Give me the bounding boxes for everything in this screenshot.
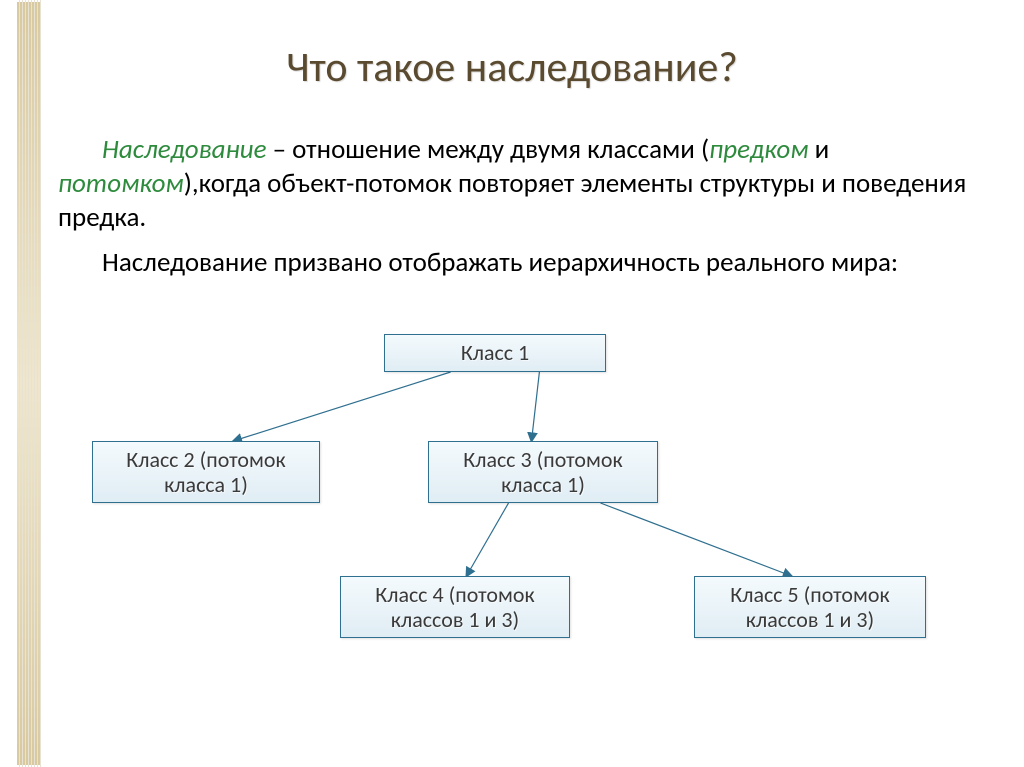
inheritance-tree: Класс 1 Класс 2 (потомок класса 1) Класс 3… — [0, 0, 1024, 767]
decor-rail-right — [29, 0, 41, 767]
slide-title: Что такое наследование? — [0, 42, 1024, 93]
text: Наследование призвано отображать иерархи… — [102, 246, 898, 279]
text: ),когда объект-потомок повторяет элемент… — [58, 167, 966, 234]
tree-edge — [467, 503, 509, 576]
text: – отношение между двумя классами ( — [266, 133, 709, 166]
term-ancestor: предком — [709, 133, 808, 166]
tree-edge — [532, 372, 540, 441]
tree-edge — [233, 372, 450, 441]
term-descendant: потомком — [58, 167, 184, 200]
tree-node: Класс 2 (потомок класса 1) — [92, 441, 320, 503]
paragraph-2: Наследование призвано отображать иерархи… — [58, 246, 978, 280]
decor-rail-left — [17, 0, 29, 767]
tree-node: Класс 4 (потомок классов 1 и 3) — [340, 576, 570, 638]
text: и — [808, 133, 829, 166]
tree-node: Класс 3 (потомок класса 1) — [428, 441, 658, 503]
tree-node: Класс 1 — [384, 334, 606, 372]
slide: Что такое наследование? Наследование – о… — [0, 0, 1024, 767]
tree-edges — [0, 0, 1024, 767]
term-inheritance: Наследование — [102, 133, 266, 166]
tree-edge — [601, 503, 792, 576]
tree-node: Класс 5 (потомок классов 1 и 3) — [694, 576, 926, 638]
paragraph-1: Наследование – отношение между двумя кла… — [58, 133, 978, 234]
